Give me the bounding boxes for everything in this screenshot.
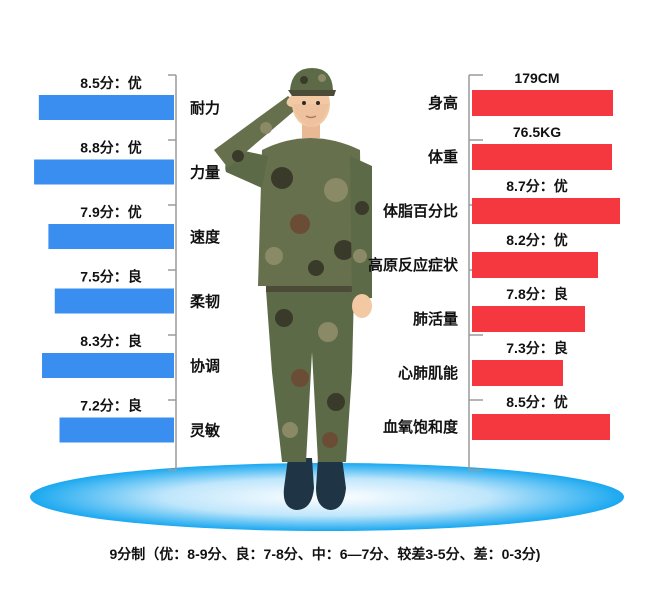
left-bar-value-label: 7.9分：优 (80, 204, 141, 220)
left-bar-value-label: 7.5分：良 (80, 269, 141, 285)
right-bar-value-label: 8.5分：优 (506, 394, 567, 410)
right-bar-value-label: 8.2分：优 (506, 232, 567, 248)
left-category-label: 灵敏 (190, 422, 221, 440)
left-category-label: 速度 (190, 228, 221, 246)
right-bar (472, 306, 585, 332)
right-category-label: 高原反应症状 (368, 256, 459, 274)
grading-footnote: 9分制（优：8-9分、良：7-8分、中：6—7分、较差3-5分、差：0-3分) (109, 546, 541, 562)
right-bar-value-label: 8.7分：优 (506, 178, 567, 194)
right-bar-value-label: 7.3分：良 (506, 340, 567, 356)
right-bar-value-label: 7.8分：良 (506, 286, 567, 302)
right-category-label: 肺活量 (413, 310, 458, 328)
right-category-label: 体重 (428, 148, 458, 166)
left-bar-value-label: 8.3分：良 (80, 333, 141, 349)
left-bar-chart: 8.5分：优耐力 8.8分：优力量 7.9分：优速度 7.5分：良柔韧 8.3分：良协调… (34, 74, 221, 471)
left-category-label: 耐力 (190, 99, 220, 117)
left-bar (59, 417, 174, 443)
right-bar-value-label: 76.5KG (513, 124, 561, 140)
right-category-label: 血氧饱和度 (383, 418, 459, 436)
right-bar (472, 90, 613, 116)
left-bar-value-label: 7.2分：良 (80, 398, 141, 414)
left-bar-value-label: 8.5分：优 (80, 75, 141, 91)
right-bar (472, 414, 610, 440)
left-bar (38, 95, 174, 120)
left-category-label: 力量 (190, 164, 220, 182)
right-bar (472, 198, 620, 224)
right-category-label: 心肺肌能 (398, 364, 458, 382)
right-bar-value-label: 179CM (514, 70, 559, 86)
right-category-label: 身高 (428, 94, 458, 112)
right-bar (472, 144, 612, 170)
left-bar (34, 159, 174, 185)
right-bar (472, 360, 563, 386)
left-bar (48, 224, 174, 249)
left-bar-value-label: 8.8分：优 (80, 140, 141, 156)
right-bar (472, 252, 598, 278)
soldier-figure (214, 68, 372, 510)
right-category-label: 体脂百分比 (383, 202, 458, 220)
left-bar (42, 353, 174, 378)
left-bar (54, 288, 174, 314)
left-category-label: 协调 (190, 357, 220, 375)
left-category-label: 柔韧 (190, 293, 220, 311)
